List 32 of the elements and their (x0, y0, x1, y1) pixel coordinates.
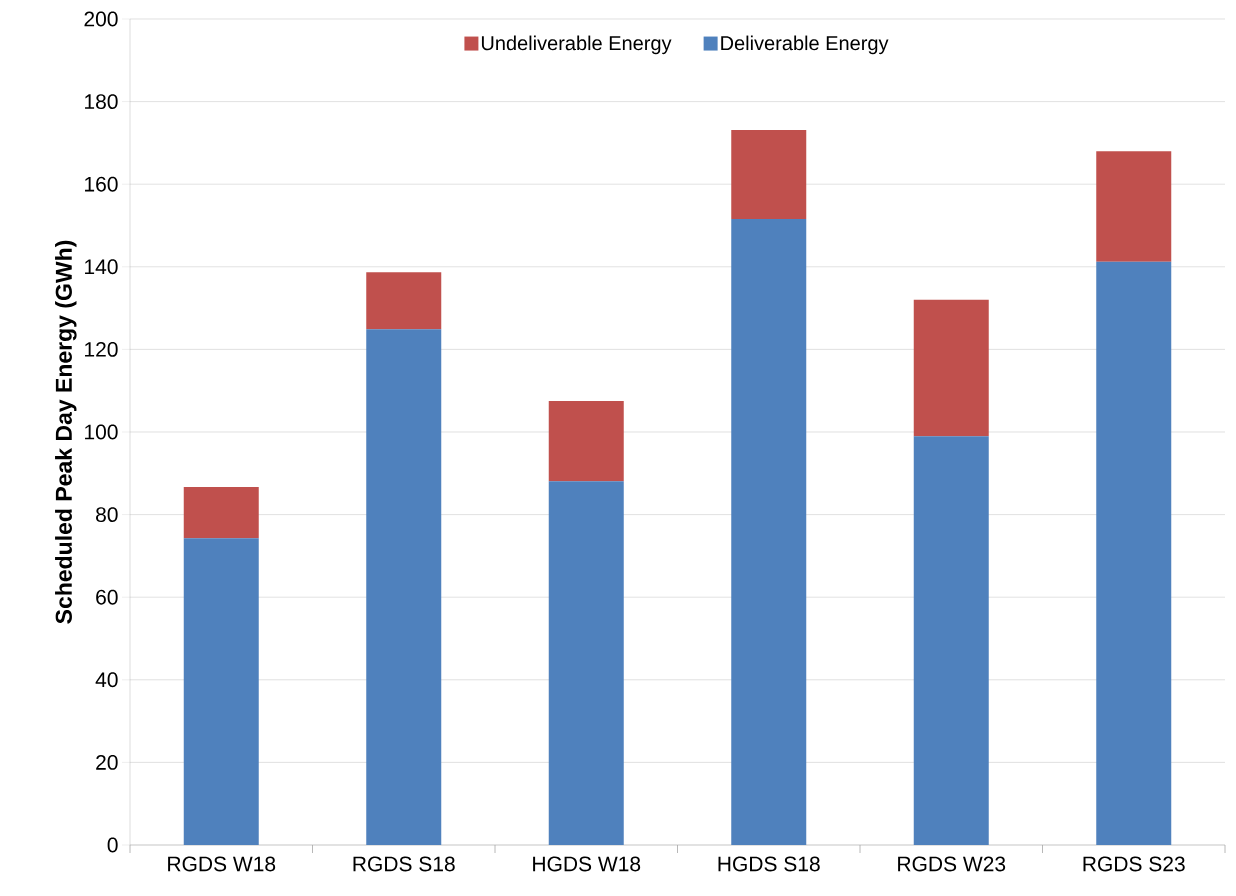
x-tick-label: HGDS S18 (718, 856, 820, 872)
bar (913, 299, 989, 437)
y-tick-label: 200 (84, 11, 118, 27)
bar (1096, 261, 1172, 845)
bar (731, 130, 807, 219)
y-tick-label: 60 (96, 589, 118, 605)
bar (183, 486, 259, 539)
y-tick-label: 160 (85, 176, 118, 192)
bar (548, 481, 624, 845)
y-axis-title: Scheduled Peak Day Energy (GWh) (55, 240, 77, 624)
y-tick-label: 0 (107, 837, 118, 853)
bar (731, 218, 807, 845)
x-tick-label: RGDS W18 (168, 856, 276, 872)
legend-label: Deliverable Energy (721, 35, 889, 55)
y-tick-label: 140 (85, 259, 118, 275)
bar (1096, 151, 1172, 262)
x-tick-label: RGDS S18 (353, 856, 455, 872)
legend-label: Undeliverable Energy (481, 35, 672, 55)
x-tick-label: RGDS S23 (1083, 856, 1185, 872)
y-tick-label: 180 (85, 94, 118, 110)
y-tick-label: 40 (95, 672, 118, 688)
x-tick-label: HGDS W18 (533, 856, 641, 872)
bar (366, 329, 442, 845)
bar (913, 436, 989, 845)
y-tick-label: 120 (85, 341, 118, 357)
x-tick-label: RGDS W23 (898, 856, 1006, 872)
bar (548, 401, 624, 482)
y-tick-label: 80 (96, 507, 118, 523)
y-tick-label: 20 (96, 754, 118, 770)
y-tick-label: 100 (85, 424, 118, 440)
bar (366, 272, 442, 330)
bar (183, 538, 259, 845)
